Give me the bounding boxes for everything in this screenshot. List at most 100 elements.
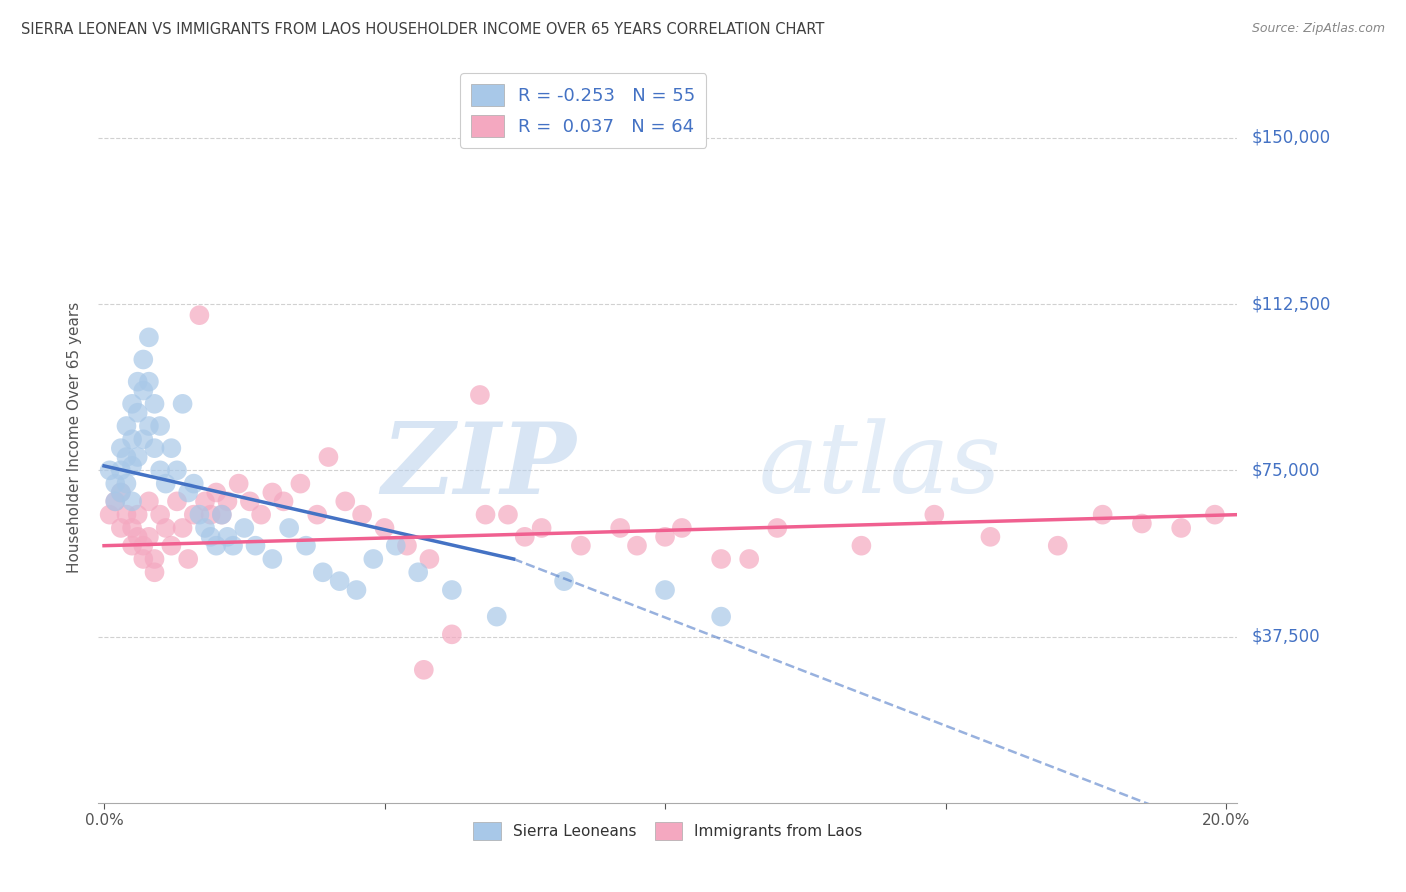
Legend: Sierra Leoneans, Immigrants from Laos: Sierra Leoneans, Immigrants from Laos [467,815,869,847]
Point [363,552,385,566]
Point [132,432,155,446]
Point [132,552,155,566]
Point [138,494,160,508]
Point [166,494,188,508]
Point [352,508,374,522]
Point [569,539,592,553]
Point [110,485,132,500]
Point [110,441,132,455]
Point [183,476,205,491]
Point [468,388,491,402]
Point [211,508,233,522]
Point [127,406,149,420]
Point [290,476,312,491]
Point [395,539,418,553]
Point [1130,516,1153,531]
Point [262,552,284,566]
Point [143,441,166,455]
Text: $112,500: $112,500 [1251,295,1330,313]
Point [121,521,143,535]
Point [115,450,138,464]
Point [138,375,160,389]
Point [121,494,143,508]
Point [710,552,733,566]
Point [115,508,138,522]
Point [104,494,127,508]
Point [127,530,149,544]
Point [115,419,138,434]
Text: $150,000: $150,000 [1251,128,1330,147]
Point [233,521,256,535]
Point [110,521,132,535]
Point [329,574,352,589]
Point [346,582,368,597]
Point [172,397,194,411]
Point [121,397,143,411]
Point [205,539,228,553]
Point [295,539,318,553]
Point [318,450,340,464]
Point [250,508,273,522]
Point [440,627,463,641]
Point [485,609,508,624]
Y-axis label: Householder Income Over 65 years: Householder Income Over 65 years [67,301,83,573]
Text: SIERRA LEONEAN VS IMMIGRANTS FROM LAOS HOUSEHOLDER INCOME OVER 65 YEARS CORRELAT: SIERRA LEONEAN VS IMMIGRANTS FROM LAOS H… [21,22,824,37]
Point [121,539,143,553]
Point [384,539,406,553]
Point [132,539,155,553]
Point [127,450,149,464]
Point [474,508,496,522]
Point [188,308,211,322]
Point [160,539,183,553]
Point [1091,508,1114,522]
Point [626,539,648,553]
Point [513,530,536,544]
Point [177,485,200,500]
Text: ZIP: ZIP [382,418,576,515]
Point [609,521,631,535]
Point [851,539,873,553]
Point [924,508,946,522]
Point [110,485,132,500]
Point [217,494,239,508]
Point [132,384,155,398]
Point [217,530,239,544]
Point [194,494,217,508]
Point [155,476,177,491]
Point [273,494,295,508]
Point [149,463,172,477]
Point [278,521,301,535]
Point [710,609,733,624]
Point [406,566,429,580]
Point [228,476,250,491]
Point [222,539,245,553]
Point [138,330,160,344]
Point [149,419,172,434]
Point [373,521,395,535]
Point [239,494,262,508]
Point [172,521,194,535]
Text: atlas: atlas [759,418,1001,514]
Point [115,476,138,491]
Point [104,494,127,508]
Text: Source: ZipAtlas.com: Source: ZipAtlas.com [1251,22,1385,36]
Point [143,552,166,566]
Point [98,508,121,522]
Point [671,521,693,535]
Point [1204,508,1226,522]
Point [121,458,143,473]
Point [143,566,166,580]
Text: $37,500: $37,500 [1251,628,1320,646]
Point [183,508,205,522]
Point [138,530,160,544]
Point [200,508,222,522]
Point [127,508,149,522]
Point [211,508,233,522]
Point [155,521,177,535]
Point [104,476,127,491]
Point [143,397,166,411]
Point [418,552,440,566]
Point [553,574,575,589]
Point [1170,521,1192,535]
Point [121,432,143,446]
